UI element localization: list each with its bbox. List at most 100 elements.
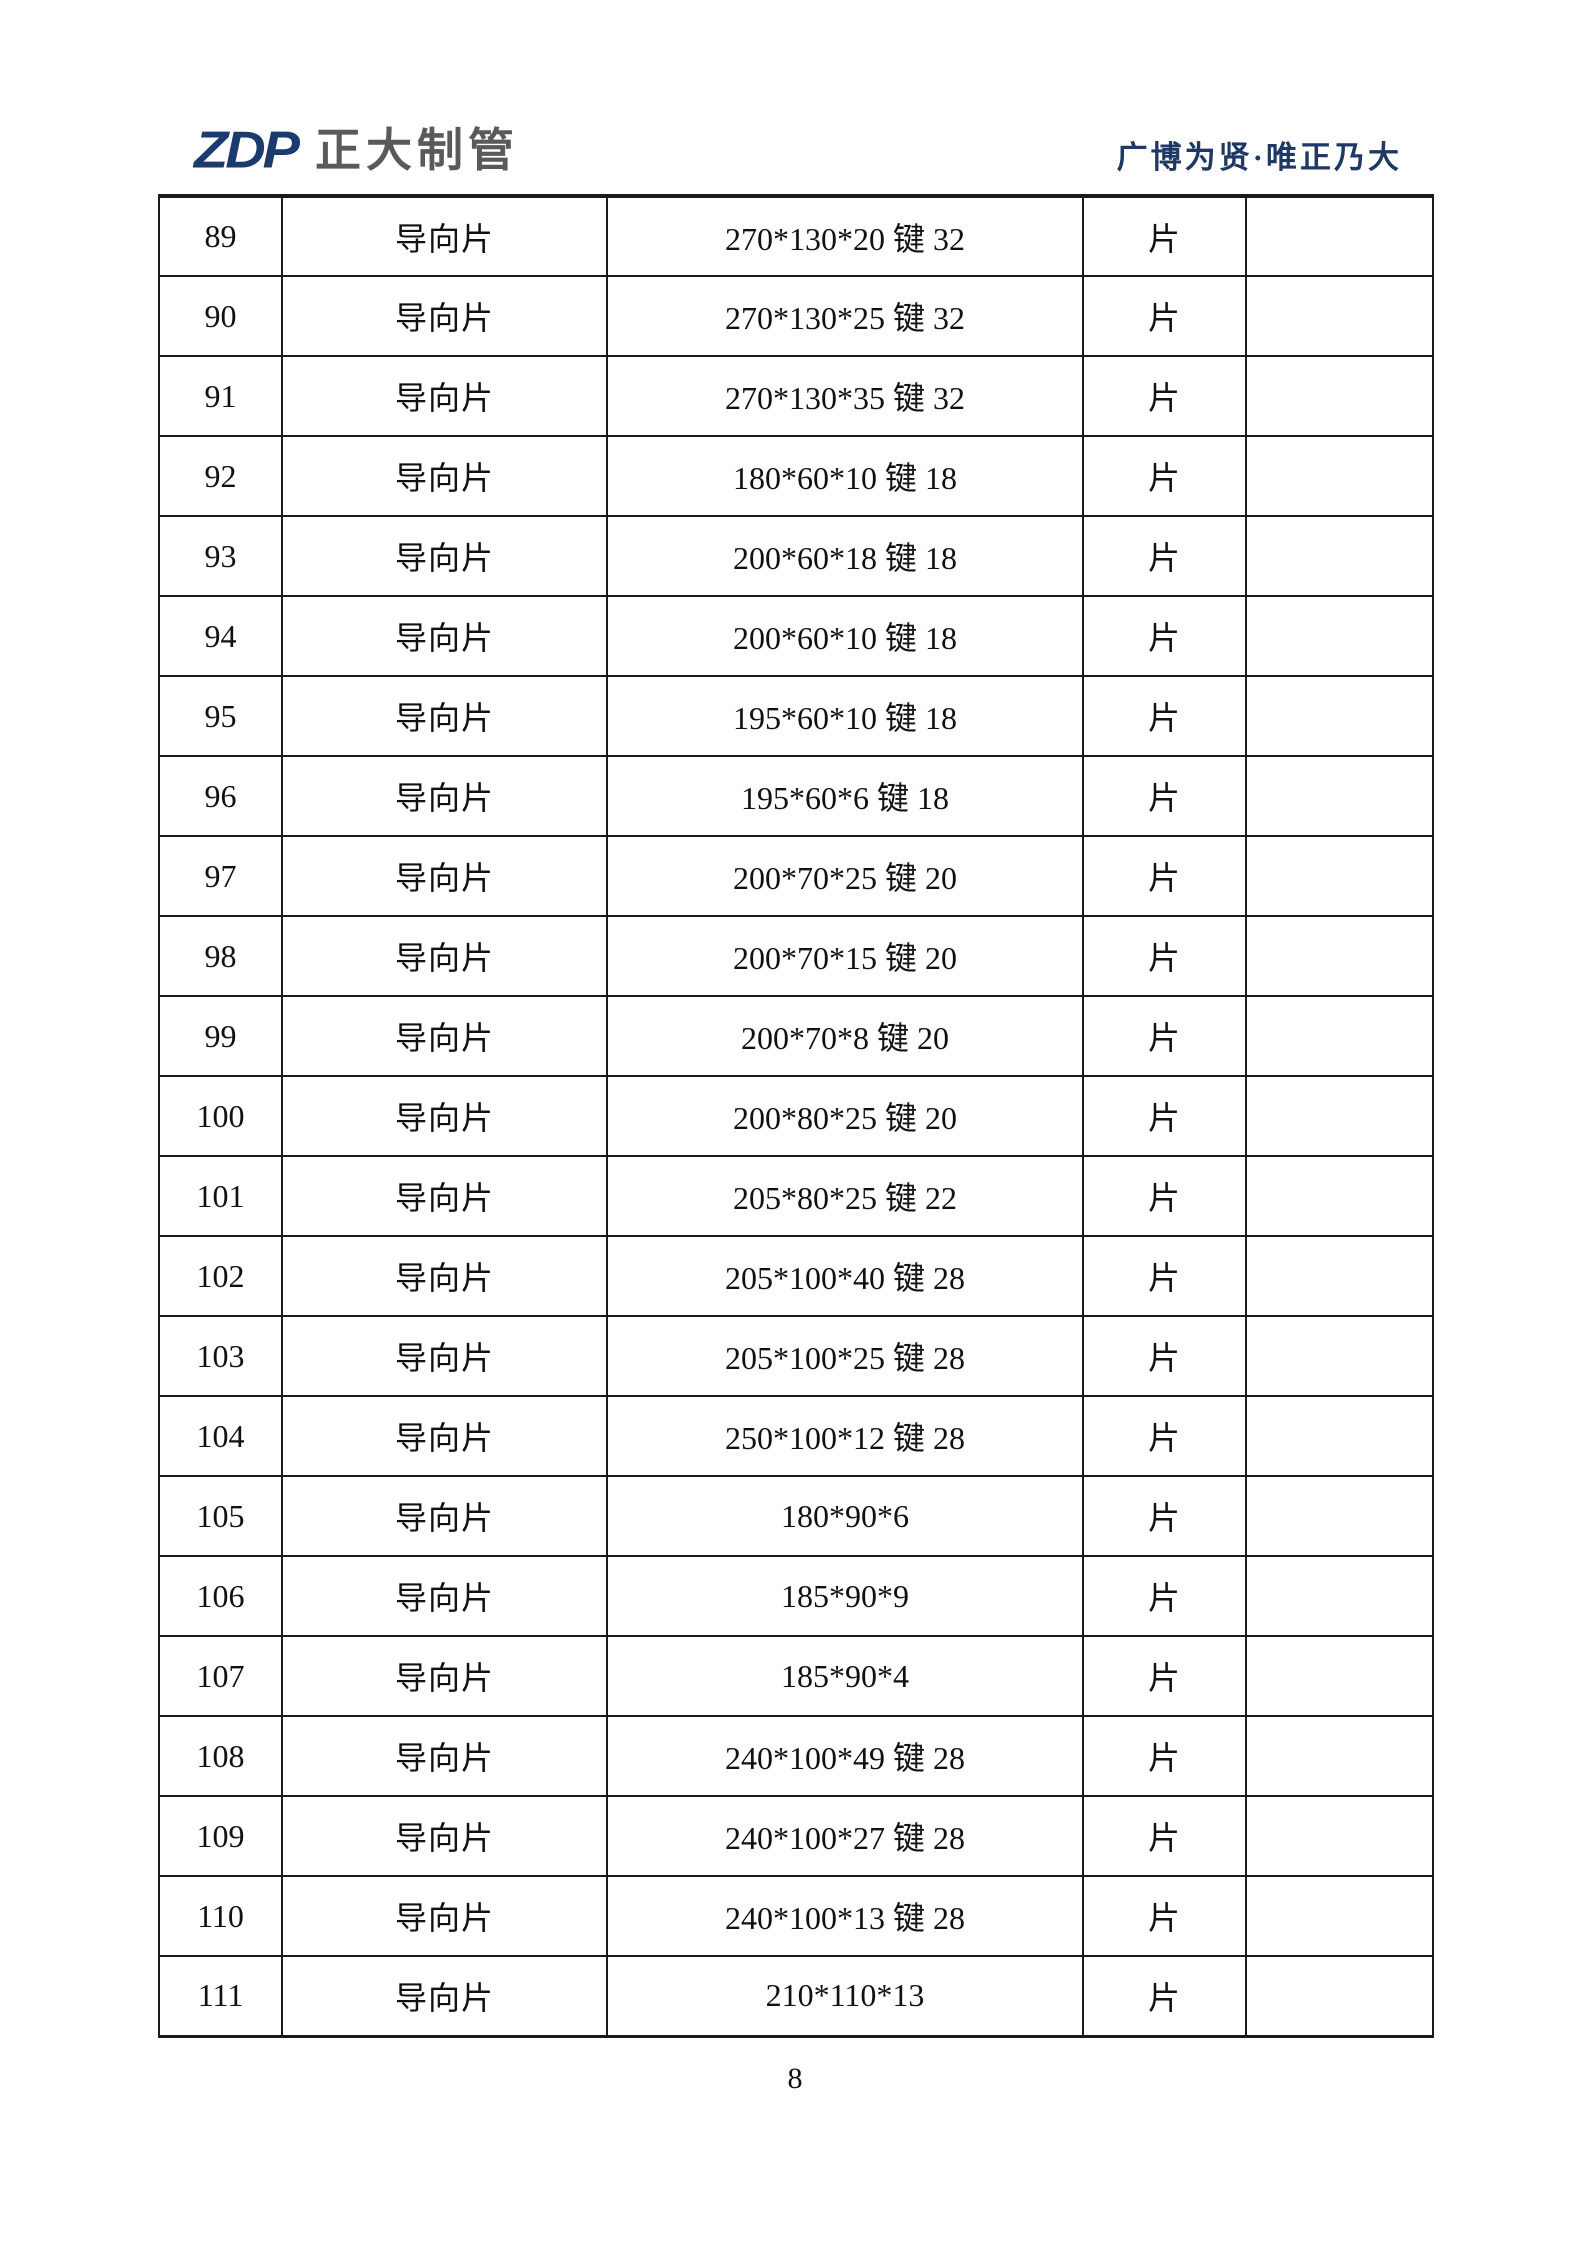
- table-row: 110 导向片 240*100*13 键 28 片: [158, 1875, 1434, 1957]
- item-name-cell: 导向片: [281, 515, 608, 597]
- company-slogan: 广博为贤·唯正乃大: [1116, 140, 1402, 175]
- unit-cell: 片: [1082, 355, 1247, 437]
- row-number-cell: 90: [158, 275, 283, 357]
- table-row: 97 导向片 200*70*25 键 20 片: [158, 835, 1434, 917]
- unit-cell: 片: [1082, 1875, 1247, 1957]
- row-number-cell: 101: [158, 1155, 283, 1237]
- item-name-cell: 导向片: [281, 1715, 608, 1797]
- spec-cell: 270*130*25 键 32: [606, 275, 1084, 357]
- page-number: 8: [787, 2062, 803, 2095]
- note-cell: [1245, 915, 1434, 997]
- spec-cell: 200*70*15 键 20: [606, 915, 1084, 997]
- table-body: 89 导向片 270*130*20 键 32 片 90 导向片 270*130*25 键 3…: [158, 195, 1434, 2037]
- unit-cell: 片: [1082, 995, 1247, 1077]
- table-row: 109 导向片 240*100*27 键 28 片: [158, 1795, 1434, 1877]
- item-name-cell: 导向片: [281, 595, 608, 677]
- spec-cell: 270*130*20 键 32: [606, 195, 1084, 277]
- row-number-cell: 106: [158, 1555, 283, 1637]
- note-cell: [1245, 1715, 1434, 1797]
- row-number-cell: 95: [158, 675, 283, 757]
- note-cell: [1245, 515, 1434, 597]
- zdp-logo-icon: ZDP: [194, 120, 300, 179]
- spec-cell: 180*90*6: [606, 1475, 1084, 1557]
- row-number-cell: 100: [158, 1075, 283, 1157]
- item-name-cell: 导向片: [281, 755, 608, 837]
- spec-cell: 200*70*25 键 20: [606, 835, 1084, 917]
- unit-cell: 片: [1082, 195, 1247, 277]
- unit-cell: 片: [1082, 755, 1247, 837]
- unit-cell: 片: [1082, 1635, 1247, 1717]
- row-number-cell: 94: [158, 595, 283, 677]
- unit-cell: 片: [1082, 1555, 1247, 1637]
- note-cell: [1245, 675, 1434, 757]
- unit-cell: 片: [1082, 1475, 1247, 1557]
- note-cell: [1245, 1555, 1434, 1637]
- note-cell: [1245, 595, 1434, 677]
- note-cell: [1245, 275, 1434, 357]
- note-cell: [1245, 1395, 1434, 1477]
- row-number-cell: 109: [158, 1795, 283, 1877]
- spec-cell: 185*90*9: [606, 1555, 1084, 1637]
- unit-cell: 片: [1082, 675, 1247, 757]
- spec-cell: 240*100*27 键 28: [606, 1795, 1084, 1877]
- item-name-cell: 导向片: [281, 915, 608, 997]
- item-name-cell: 导向片: [281, 275, 608, 357]
- spec-cell: 195*60*6 键 18: [606, 755, 1084, 837]
- item-name-cell: 导向片: [281, 1475, 608, 1557]
- note-cell: [1245, 1795, 1434, 1877]
- spec-cell: 185*90*4: [606, 1635, 1084, 1717]
- note-cell: [1245, 995, 1434, 1077]
- note-cell: [1245, 835, 1434, 917]
- company-name: 正大制管: [315, 124, 519, 176]
- unit-cell: 片: [1082, 435, 1247, 517]
- spec-cell: 200*60*18 键 18: [606, 515, 1084, 597]
- spec-cell: 205*100*40 键 28: [606, 1235, 1084, 1317]
- note-cell: [1245, 755, 1434, 837]
- row-number-cell: 97: [158, 835, 283, 917]
- row-number-cell: 105: [158, 1475, 283, 1557]
- spec-cell: 200*70*8 键 20: [606, 995, 1084, 1077]
- row-number-cell: 89: [158, 195, 283, 277]
- row-number-cell: 103: [158, 1315, 283, 1397]
- spec-cell: 270*130*35 键 32: [606, 355, 1084, 437]
- item-name-cell: 导向片: [281, 1315, 608, 1397]
- table-row: 107 导向片 185*90*4 片: [158, 1635, 1434, 1717]
- item-name-cell: 导向片: [281, 1235, 608, 1317]
- item-name-cell: 导向片: [281, 995, 608, 1077]
- unit-cell: 片: [1082, 835, 1247, 917]
- row-number-cell: 98: [158, 915, 283, 997]
- table-row: 111 导向片 210*110*13 片: [158, 1955, 1434, 2037]
- company-logo: ZDP 正大制管: [194, 122, 519, 178]
- unit-cell: 片: [1082, 1395, 1247, 1477]
- item-name-cell: 导向片: [281, 1075, 608, 1157]
- row-number-cell: 104: [158, 1395, 283, 1477]
- spec-cell: 195*60*10 键 18: [606, 675, 1084, 757]
- note-cell: [1245, 1315, 1434, 1397]
- note-cell: [1245, 195, 1434, 277]
- item-name-cell: 导向片: [281, 1795, 608, 1877]
- spec-cell: 200*60*10 键 18: [606, 595, 1084, 677]
- table-row: 91 导向片 270*130*35 键 32 片: [158, 355, 1434, 437]
- item-name-cell: 导向片: [281, 355, 608, 437]
- table-row: 100 导向片 200*80*25 键 20 片: [158, 1075, 1434, 1157]
- spec-cell: 200*80*25 键 20: [606, 1075, 1084, 1157]
- unit-cell: 片: [1082, 1235, 1247, 1317]
- row-number-cell: 102: [158, 1235, 283, 1317]
- table-row: 93 导向片 200*60*18 键 18 片: [158, 515, 1434, 597]
- unit-cell: 片: [1082, 915, 1247, 997]
- spec-cell: 240*100*49 键 28: [606, 1715, 1084, 1797]
- note-cell: [1245, 435, 1434, 517]
- table-row: 95 导向片 195*60*10 键 18 片: [158, 675, 1434, 757]
- row-number-cell: 92: [158, 435, 283, 517]
- table-row: 106 导向片 185*90*9 片: [158, 1555, 1434, 1637]
- item-name-cell: 导向片: [281, 1955, 608, 2037]
- spec-cell: 205*100*25 键 28: [606, 1315, 1084, 1397]
- unit-cell: 片: [1082, 595, 1247, 677]
- spec-cell: 250*100*12 键 28: [606, 1395, 1084, 1477]
- table-row: 89 导向片 270*130*20 键 32 片: [158, 195, 1434, 277]
- row-number-cell: 91: [158, 355, 283, 437]
- table-row: 105 导向片 180*90*6 片: [158, 1475, 1434, 1557]
- note-cell: [1245, 355, 1434, 437]
- note-cell: [1245, 1635, 1434, 1717]
